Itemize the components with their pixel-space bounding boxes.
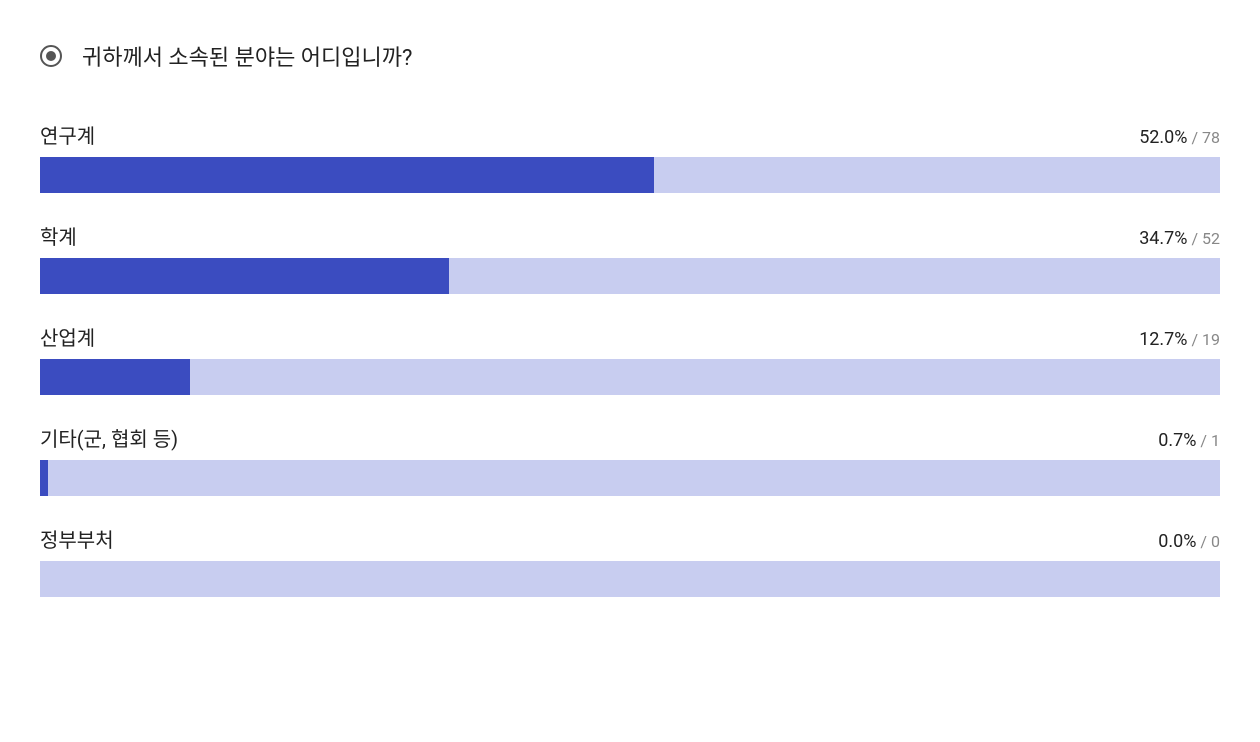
bar-track [40,561,1220,597]
result-item: 연구계 52.0% / 78 [40,120,1220,193]
result-label: 연구계 [40,120,95,149]
result-stats: 12.7% / 19 [1139,329,1220,350]
result-item: 산업계 12.7% / 19 [40,322,1220,395]
result-percent: 52.0% [1139,127,1187,148]
result-stats: 52.0% / 78 [1139,127,1220,148]
result-percent: 12.7% [1139,329,1187,350]
result-count: 0 [1211,532,1220,551]
result-count: 1 [1211,431,1220,450]
result-percent: 0.0% [1158,531,1196,552]
result-header: 학계 34.7% / 52 [40,221,1220,250]
result-separator: / [1187,330,1202,349]
result-count: 19 [1202,330,1220,349]
result-label: 기타(군, 협회 등) [40,423,178,452]
result-item: 학계 34.7% / 52 [40,221,1220,294]
radio-inner-dot [46,51,56,61]
result-header: 산업계 12.7% / 19 [40,322,1220,351]
bar-track [40,460,1220,496]
result-stats: 34.7% / 52 [1139,228,1220,249]
result-label: 산업계 [40,322,95,351]
bar-track [40,258,1220,294]
result-label: 정부부처 [40,524,114,553]
result-label: 학계 [40,221,77,250]
result-separator: / [1196,431,1211,450]
result-count: 52 [1202,229,1220,248]
result-item: 기타(군, 협회 등) 0.7% / 1 [40,423,1220,496]
result-stats: 0.7% / 1 [1158,430,1220,451]
result-separator: / [1187,128,1202,147]
question-title: 귀하께서 소속된 분야는 어디입니까? [82,40,412,72]
result-separator: / [1196,532,1211,551]
results-list: 연구계 52.0% / 78 학계 34.7% / 52 산업계 12.7% /… [40,120,1220,597]
question-header: 귀하께서 소속된 분야는 어디입니까? [40,40,1220,72]
result-percent: 0.7% [1158,430,1196,451]
result-header: 기타(군, 협회 등) 0.7% / 1 [40,423,1220,452]
result-item: 정부부처 0.0% / 0 [40,524,1220,597]
result-separator: / [1187,229,1202,248]
bar-fill [40,359,190,395]
result-count: 78 [1202,128,1220,147]
result-percent: 34.7% [1139,228,1187,249]
result-header: 정부부처 0.0% / 0 [40,524,1220,553]
radio-selected-icon [40,45,62,67]
result-header: 연구계 52.0% / 78 [40,120,1220,149]
bar-track [40,359,1220,395]
bar-fill [40,460,48,496]
bar-fill [40,157,654,193]
bar-track [40,157,1220,193]
bar-fill [40,258,449,294]
result-stats: 0.0% / 0 [1158,531,1220,552]
